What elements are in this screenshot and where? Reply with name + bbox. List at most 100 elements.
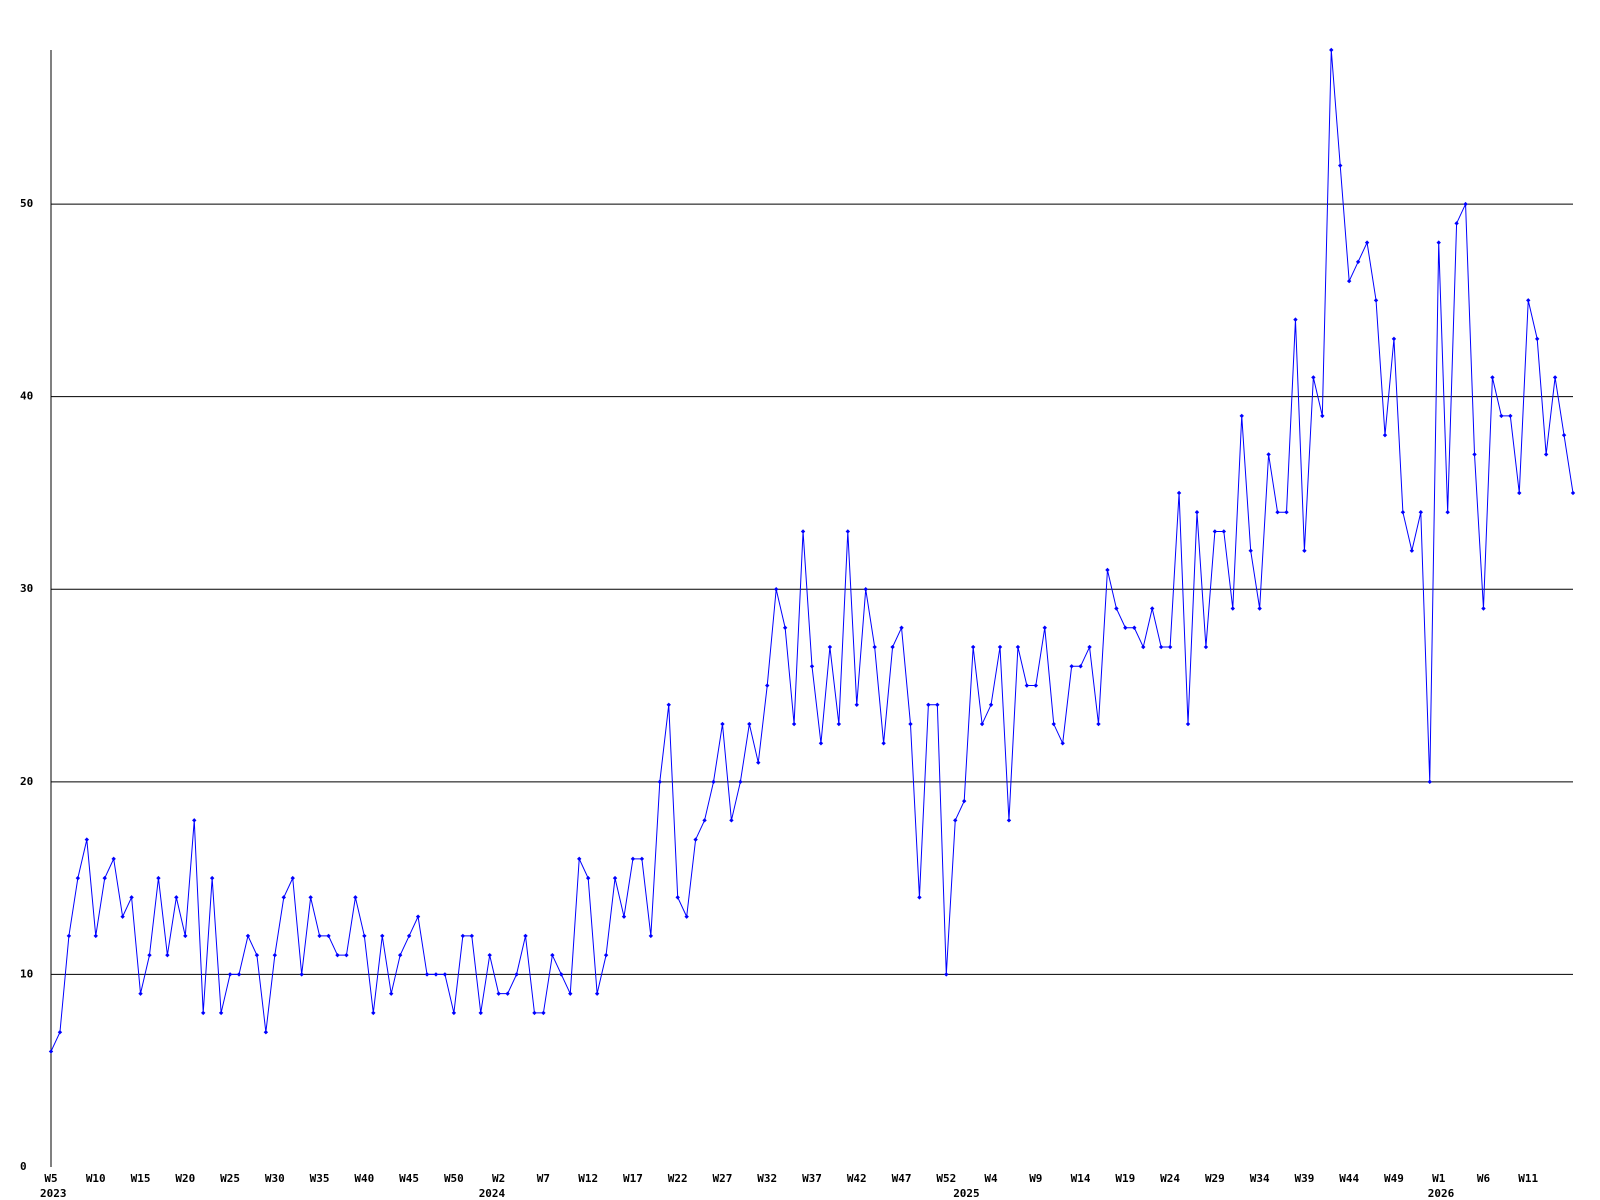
data-point <box>487 952 492 958</box>
data-point <box>1400 510 1406 515</box>
x-tick-label: W32 <box>757 1172 777 1185</box>
data-point <box>1436 240 1441 245</box>
data-point <box>1463 201 1468 207</box>
x-tick-label: W4 <box>984 1172 998 1185</box>
data-point <box>469 933 474 939</box>
data-point <box>424 972 430 977</box>
data-point <box>236 972 242 977</box>
data-point <box>397 952 403 958</box>
data-point <box>988 702 994 707</box>
data-point <box>442 972 448 977</box>
data-point <box>335 952 340 958</box>
data-point <box>1006 818 1012 823</box>
data-point <box>872 644 877 650</box>
x-tick-label: W7 <box>537 1172 550 1185</box>
data-point <box>899 625 904 630</box>
data-point <box>218 1010 224 1016</box>
data-point <box>1203 644 1209 650</box>
data-point <box>192 818 197 823</box>
data-point <box>505 991 510 996</box>
data-point <box>183 933 188 939</box>
data-point <box>979 721 985 727</box>
data-point <box>559 972 564 977</box>
data-point <box>496 991 501 996</box>
data-point <box>1087 644 1092 650</box>
data-point <box>550 952 555 958</box>
x-tick-label: W2 <box>492 1172 505 1185</box>
data-point <box>1230 606 1235 611</box>
data-point <box>308 895 313 900</box>
data-point <box>720 721 725 727</box>
data-point <box>1499 413 1504 419</box>
data-point <box>1373 298 1379 303</box>
data-point <box>1078 664 1083 669</box>
data-point <box>147 952 152 958</box>
data-point <box>756 760 761 765</box>
y-tick-label: 40 <box>20 390 33 403</box>
x-tick-label: W40 <box>354 1172 374 1185</box>
data-point <box>648 933 654 939</box>
data-point <box>639 856 645 862</box>
data-point <box>371 1010 376 1016</box>
data-point <box>765 683 770 688</box>
data-point <box>245 933 251 939</box>
x-tick-label: W49 <box>1384 1172 1404 1185</box>
data-point <box>1176 490 1182 496</box>
data-point <box>478 1010 483 1016</box>
data-point <box>881 741 886 746</box>
data-point <box>1427 779 1432 785</box>
data-point <box>389 991 394 996</box>
x-tick-label: W17 <box>623 1172 643 1185</box>
data-point <box>1534 336 1540 342</box>
x-tick-label: W19 <box>1115 1172 1135 1185</box>
data-point <box>863 587 868 592</box>
data-point <box>93 933 98 939</box>
x-year-label: 2024 <box>479 1187 506 1200</box>
y-tick-label: 10 <box>20 967 33 980</box>
data-point <box>1212 529 1218 534</box>
data-point <box>585 875 591 881</box>
data-point <box>1517 490 1522 496</box>
data-point <box>353 895 358 900</box>
x-tick-label: W50 <box>444 1172 464 1185</box>
data-point <box>1015 644 1021 650</box>
data-point <box>1508 413 1513 419</box>
data-point <box>433 972 439 977</box>
data-point <box>935 702 940 707</box>
data-point <box>657 779 662 785</box>
data-point <box>1302 548 1307 553</box>
data-point <box>84 837 90 842</box>
data-point <box>568 991 573 996</box>
data-point <box>747 721 752 727</box>
data-point <box>1167 644 1173 650</box>
data-point <box>962 798 967 804</box>
data-point <box>1391 336 1397 342</box>
data-point <box>1132 625 1137 630</box>
x-tick-label: W20 <box>175 1172 195 1185</box>
data-point <box>738 779 743 785</box>
data-point <box>1346 278 1352 284</box>
data-point <box>603 952 609 958</box>
data-point <box>1543 452 1549 457</box>
x-tick-label: W45 <box>399 1172 419 1185</box>
data-point <box>165 952 170 958</box>
series-line <box>50 49 1574 1052</box>
data-point <box>406 933 412 939</box>
data-point <box>1096 721 1101 727</box>
data-point <box>209 875 215 881</box>
data-point <box>1472 452 1477 457</box>
data-point <box>1454 221 1459 226</box>
data-point <box>1561 432 1567 438</box>
data-point <box>1284 510 1289 515</box>
x-tick-label: W37 <box>802 1172 822 1185</box>
y-tick-label: 50 <box>20 197 33 210</box>
x-tick-label: W14 <box>1071 1172 1091 1185</box>
data-point <box>666 702 671 707</box>
data-point <box>254 952 260 958</box>
x-tick-label: W42 <box>847 1172 867 1185</box>
data-point <box>1311 375 1316 380</box>
data-point <box>451 1010 457 1016</box>
data-point <box>1275 510 1280 515</box>
